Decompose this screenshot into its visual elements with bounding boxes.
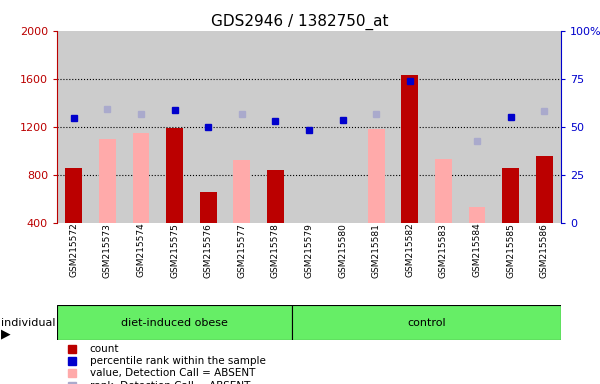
Bar [57, 305, 292, 340]
Text: value, Detection Call = ABSENT: value, Detection Call = ABSENT [90, 368, 255, 378]
Bar [133, 133, 149, 223]
Bar [460, 31, 494, 223]
Bar [427, 31, 460, 223]
Text: GSM215580: GSM215580 [338, 223, 347, 278]
Bar [401, 75, 418, 223]
Text: GSM215574: GSM215574 [137, 223, 146, 278]
Bar [91, 31, 124, 223]
Text: GSM215572: GSM215572 [70, 223, 78, 278]
Bar [393, 31, 427, 223]
Bar [326, 31, 359, 223]
Text: diet-induced obese: diet-induced obese [121, 318, 228, 328]
Text: GSM215582: GSM215582 [406, 223, 415, 278]
Text: GSM215584: GSM215584 [473, 223, 482, 278]
Text: GSM215585: GSM215585 [506, 223, 515, 278]
Bar [359, 31, 393, 223]
Bar [158, 31, 191, 223]
Text: GSM215575: GSM215575 [170, 223, 179, 278]
Text: ▶: ▶ [1, 328, 10, 341]
Bar [200, 192, 217, 223]
Bar [502, 167, 519, 223]
Bar [494, 31, 527, 223]
Bar [536, 156, 553, 223]
Bar [191, 31, 225, 223]
Bar [469, 207, 485, 223]
Bar [65, 167, 82, 223]
Text: individual: individual [1, 318, 55, 328]
Bar [225, 31, 259, 223]
Text: GDS2946 / 1382750_at: GDS2946 / 1382750_at [211, 13, 389, 30]
Text: GSM215578: GSM215578 [271, 223, 280, 278]
Text: GSM215573: GSM215573 [103, 223, 112, 278]
Bar [124, 31, 158, 223]
Text: control: control [407, 318, 446, 328]
Bar [99, 139, 116, 223]
Bar [435, 159, 452, 223]
Bar [527, 31, 561, 223]
Bar [292, 31, 326, 223]
Text: GSM215581: GSM215581 [372, 223, 381, 278]
Bar [368, 129, 385, 223]
Bar [233, 161, 250, 223]
Text: count: count [90, 344, 119, 354]
Text: GSM215583: GSM215583 [439, 223, 448, 278]
Text: GSM215576: GSM215576 [204, 223, 212, 278]
Text: percentile rank within the sample: percentile rank within the sample [90, 356, 266, 366]
Bar [292, 305, 561, 340]
Bar [57, 31, 91, 223]
Bar [267, 170, 284, 223]
Text: GSM215579: GSM215579 [305, 223, 314, 278]
Bar [259, 31, 292, 223]
Text: GSM215577: GSM215577 [238, 223, 247, 278]
Bar [166, 128, 183, 223]
Text: GSM215586: GSM215586 [540, 223, 549, 278]
Text: rank, Detection Call = ABSENT: rank, Detection Call = ABSENT [90, 381, 250, 384]
